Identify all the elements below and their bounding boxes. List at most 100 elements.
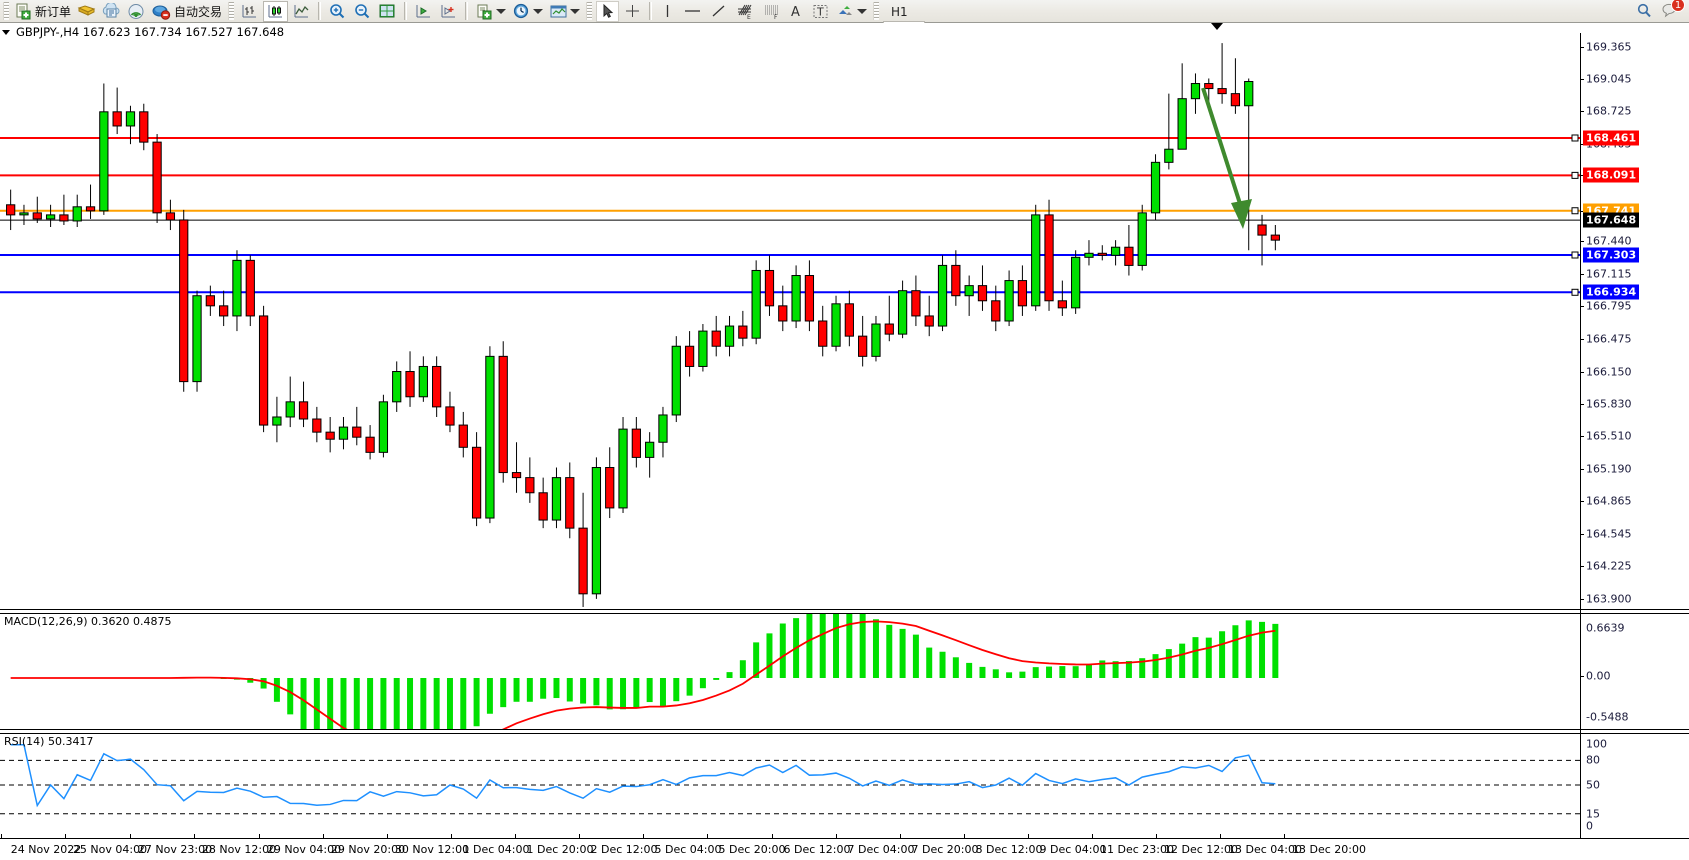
trendline-tool-button[interactable] [707,1,730,22]
time-tick-mark [1156,834,1157,839]
price-level-handle [1571,251,1579,259]
price-tick-mark [1580,111,1584,113]
fibo-e-icon: E [738,4,752,20]
time-tick-mark [1284,834,1285,839]
candle-body [365,436,375,453]
toolbar-grip-2[interactable] [228,2,235,20]
candle-body [645,441,655,458]
price-level-label-support[interactable]: 166.934 [1583,284,1640,300]
chevron-down-icon[interactable] [496,8,507,14]
toolbar-grip-4[interactable] [873,2,880,20]
panel-divider-1b [0,613,1689,614]
price-panel[interactable] [0,33,1580,611]
period-button[interactable] [510,1,545,22]
cursor-tool-button[interactable] [596,0,620,22]
time-axis[interactable]: 24 Nov 2022 25 Nov 04:00 27 Nov 23:00 28 No… [0,834,1689,860]
time-tick-mark [964,834,965,839]
price-tick-mark [1580,78,1584,80]
cursor-icon [603,3,614,18]
notifications-button[interactable]: 1 [1661,0,1685,20]
candlestick-chart-button[interactable] [263,0,289,22]
vertical-line-tool-button[interactable] [657,1,678,22]
add-indicator-button[interactable] [473,1,508,22]
time-tick-mark [1092,834,1093,839]
chevron-down-icon[interactable] [857,8,868,14]
candle-body [937,264,948,327]
time-tick-mark [643,834,644,839]
templates-button[interactable] [547,1,582,22]
signal-icon [128,3,144,19]
hline-icon [685,9,701,12]
price-level-label-resistance[interactable]: 168.091 [1583,167,1640,183]
new-order-button[interactable]: 新订单 [13,1,73,22]
timeframe-button-h1[interactable]: H1 [891,4,908,19]
text-label-tool-button[interactable]: T [809,1,832,22]
objects-list-button[interactable] [834,1,869,22]
time-axis-label: 8 Dec 12:00 [975,843,1043,856]
price-tick-mark [1580,306,1584,308]
candle-body [298,401,309,420]
time-tick-mark [707,834,708,839]
toolbar-right-zone: 1 [1635,0,1689,20]
price-scale[interactable]: 169.365169.045168.725168.405168.091167.7… [1580,33,1689,611]
zoom-out-button[interactable] [351,1,374,22]
chevron-down-icon[interactable] [533,8,544,14]
price-tick-mark [1580,241,1584,243]
price-tick-mark [1580,46,1584,48]
rsi-panel[interactable] [0,734,1580,838]
fibo-fan-button[interactable]: F [759,1,784,22]
candle-body [871,323,881,357]
time-axis-label: 28 Nov 12:00 [201,843,277,856]
fibo-expansion-button[interactable]: E [732,1,757,22]
candle-body [897,290,908,335]
candle-body [405,371,415,398]
search-icon [1637,3,1651,18]
crosshair-tool-button[interactable] [621,1,644,22]
price-tick-mark [1580,338,1584,340]
signals-button[interactable] [125,1,148,22]
price-tick-label: 163.900 [1586,592,1632,606]
chevron-down-icon[interactable] [2,29,10,35]
macd-scale: 0.6639 0.00 -0.5488 [1580,614,1689,729]
price-tick-label: 166.150 [1586,365,1632,378]
news-icon [102,2,120,17]
macd-panel[interactable] [0,614,1580,729]
text-tool-button[interactable]: A [786,1,807,22]
toolbar-grip-3[interactable] [586,2,593,20]
price-level-label-support[interactable]: 167.303 [1583,247,1640,263]
price-level-handle [1571,171,1579,179]
folder-button[interactable] [75,1,98,22]
candle-body [1190,83,1201,100]
chevron-down-icon[interactable] [570,8,581,14]
candle-body [924,315,934,327]
price-tick-mark [1580,210,1584,212]
zoom-in-button[interactable] [326,1,349,22]
grid-layout-button[interactable] [376,1,399,22]
autotrade-button[interactable]: 自动交易 [150,1,224,22]
line-chart-icon [294,4,309,17]
bar-chart-icon [242,4,257,17]
price-tick-label: 166.795 [1586,299,1632,313]
price-level-label-current[interactable]: 167.648 [1583,212,1640,228]
macd-title: MACD(12,26,9) 0.3620 0.4875 [4,615,172,628]
candle-body [99,111,109,212]
time-tick-mark [1220,834,1221,839]
candlestick-chart[interactable] [0,33,1580,611]
news-button[interactable] [100,1,123,22]
panel-divider-1 [0,609,1689,610]
time-tick-mark [1,834,2,839]
chart-symbol-header[interactable]: GBPJPY-,H4 167.623 167.734 167.527 167.6… [2,25,284,39]
candle-body [1164,148,1174,163]
chart-shift-button[interactable] [412,1,435,22]
chart-window[interactable]: GBPJPY-,H4 167.623 167.734 167.527 167.6… [0,23,1689,860]
chart-autoscroll-button[interactable] [437,1,460,22]
price-level-label-resistance[interactable]: 168.461 [1583,130,1640,146]
bar-chart-button[interactable] [238,1,261,22]
candle-body [165,212,176,221]
horizontal-line-tool-button[interactable] [680,1,705,22]
candle-body [179,219,189,383]
line-chart-button[interactable] [290,1,313,22]
rsi-scale: 100 80 50 15 0 [1580,734,1689,838]
search-button[interactable] [1635,2,1655,20]
toolbar-grip-1[interactable] [3,2,9,20]
